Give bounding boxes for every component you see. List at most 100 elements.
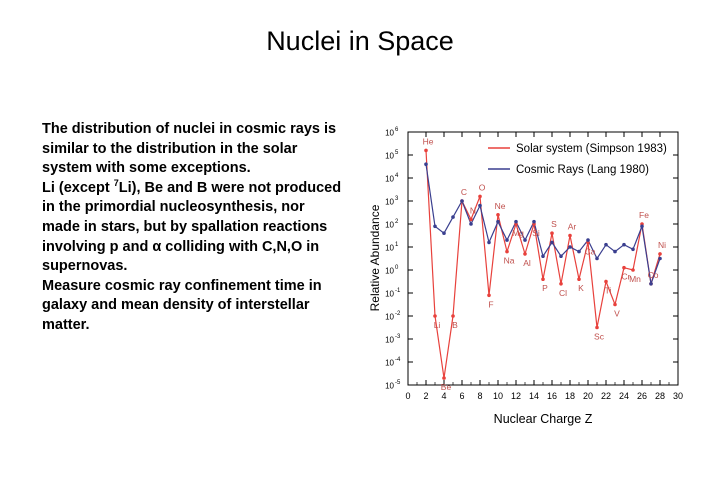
y-tick-exponent: -4 bbox=[395, 357, 401, 363]
y-tick-label: 10 bbox=[385, 198, 394, 207]
cosmic-data-point bbox=[424, 162, 428, 166]
cosmic-data-point bbox=[658, 256, 662, 261]
solar-data-point bbox=[451, 314, 455, 318]
cosmic-data-point bbox=[541, 254, 545, 258]
y-tick-exponent: 4 bbox=[395, 173, 399, 179]
y-axis-label: Relative Abundance bbox=[368, 204, 382, 311]
x-tick-label: 10 bbox=[493, 391, 503, 401]
x-tick-label: 24 bbox=[619, 391, 629, 401]
y-tick-label: 10 bbox=[385, 221, 394, 230]
y-tick-label: 10 bbox=[385, 382, 394, 391]
element-label-na: Na bbox=[504, 256, 515, 266]
x-tick-label: 28 bbox=[655, 391, 665, 401]
cosmic-data-point bbox=[550, 240, 554, 245]
y-tick-label: 10 bbox=[385, 336, 394, 345]
solar-data-point bbox=[622, 265, 626, 270]
element-label-ni: Ni bbox=[658, 240, 666, 250]
x-axis-label: Nuclear Charge Z bbox=[494, 412, 593, 426]
x-tick-label: 4 bbox=[441, 391, 446, 401]
legend-label: Solar system (Simpson 1983) bbox=[516, 143, 667, 155]
element-label-n: N bbox=[470, 205, 476, 215]
y-tick-exponent: 6 bbox=[395, 127, 399, 133]
x-tick-label: 30 bbox=[673, 391, 683, 401]
cosmic-data-point bbox=[649, 282, 653, 286]
x-tick-label: 0 bbox=[405, 391, 410, 401]
cosmic-data-point bbox=[460, 199, 464, 203]
y-tick-exponent: 3 bbox=[395, 196, 399, 202]
element-label-cr: Cr bbox=[622, 272, 631, 282]
x-tick-label: 22 bbox=[601, 391, 611, 401]
legend-label: Cosmic Rays (Lang 1980) bbox=[516, 164, 649, 176]
paragraph-confinement: Measure cosmic ray confinement time in g… bbox=[42, 277, 322, 333]
cosmic-data-point bbox=[559, 254, 563, 258]
x-tick-label: 12 bbox=[511, 391, 521, 401]
cosmic-data-point bbox=[640, 224, 644, 229]
solar-data-point bbox=[478, 194, 482, 199]
solar-data-point bbox=[613, 302, 617, 307]
cosmic-data-point bbox=[577, 249, 581, 254]
y-tick-label: 10 bbox=[385, 267, 394, 276]
cosmic-data-point bbox=[433, 224, 437, 229]
x-tick-label: 6 bbox=[459, 391, 464, 401]
element-label-ti: Ti bbox=[605, 286, 612, 296]
element-label-mg: Mg bbox=[512, 228, 524, 238]
cosmic-data-point bbox=[496, 219, 500, 224]
cosmic-data-point bbox=[478, 203, 482, 208]
element-label-co: Co bbox=[648, 270, 659, 280]
solar-data-point bbox=[604, 279, 608, 284]
cosmic-data-point bbox=[523, 238, 527, 242]
cosmic-data-point bbox=[568, 245, 572, 249]
cosmic-data-point bbox=[622, 242, 626, 247]
element-label-ar: Ar bbox=[568, 222, 577, 232]
element-label-si: Si bbox=[532, 228, 540, 238]
slide-title: Nuclei in Space bbox=[266, 26, 454, 56]
legend: Solar system (Simpson 1983) Cosmic Rays (… bbox=[488, 143, 667, 176]
cosmic-data-point bbox=[451, 215, 455, 219]
solar-data-point bbox=[424, 148, 428, 153]
solar-data-point bbox=[523, 252, 527, 256]
element-label-he: He bbox=[423, 136, 434, 146]
y-tick-label: 10 bbox=[385, 152, 394, 161]
x-tick-label: 26 bbox=[637, 391, 647, 401]
element-label-c: C bbox=[461, 187, 467, 197]
element-label-f: F bbox=[488, 299, 493, 309]
solar-data-point bbox=[559, 282, 563, 286]
cosmic-data-point bbox=[532, 219, 536, 224]
element-label-be: Be bbox=[441, 382, 452, 392]
solar-data-point bbox=[541, 277, 545, 281]
paragraph-spallation-start: Li (except bbox=[42, 179, 114, 196]
y-tick-label: 10 bbox=[385, 129, 394, 138]
solar-data-point bbox=[496, 213, 500, 217]
y-tick-exponent: 5 bbox=[395, 150, 399, 156]
element-label-o: O bbox=[479, 182, 486, 192]
solar-data-point bbox=[469, 217, 473, 222]
y-tick-label: 10 bbox=[385, 313, 394, 322]
cosmic-data-point bbox=[604, 242, 608, 247]
y-tick-exponent: 2 bbox=[395, 219, 399, 225]
cosmic-data-point bbox=[487, 240, 491, 245]
element-label-cl: Cl bbox=[559, 288, 567, 298]
solar-data-point bbox=[505, 249, 509, 254]
cosmic-data-point bbox=[595, 256, 599, 261]
cosmic-data-point bbox=[613, 249, 617, 254]
slide-body-text: The distribution of nuclei in cosmic ray… bbox=[42, 120, 342, 336]
solar-data-point bbox=[433, 314, 437, 318]
element-label-al: Al bbox=[523, 258, 531, 268]
x-tick-label: 16 bbox=[547, 391, 557, 401]
y-tick-label: 10 bbox=[385, 175, 394, 184]
element-label-mn: Mn bbox=[629, 274, 641, 284]
solar-data-point bbox=[631, 268, 635, 272]
paragraph-spallation: Li (except 7Li), Be and B were not produ… bbox=[42, 178, 342, 277]
y-tick-label: 10 bbox=[385, 359, 394, 368]
x-tick-label: 14 bbox=[529, 391, 539, 401]
paragraph-distribution: The distribution of nuclei in cosmic ray… bbox=[42, 121, 337, 177]
y-tick-exponent: 0 bbox=[395, 265, 399, 271]
cosmic-data-point bbox=[514, 219, 518, 224]
element-label-v: V bbox=[614, 309, 620, 319]
element-label-ca: Ca bbox=[585, 246, 596, 256]
solar-data-point bbox=[658, 252, 662, 256]
y-tick-exponent: -1 bbox=[395, 288, 401, 294]
cosmic-data-point bbox=[631, 247, 635, 252]
element-label-k: K bbox=[578, 283, 584, 293]
